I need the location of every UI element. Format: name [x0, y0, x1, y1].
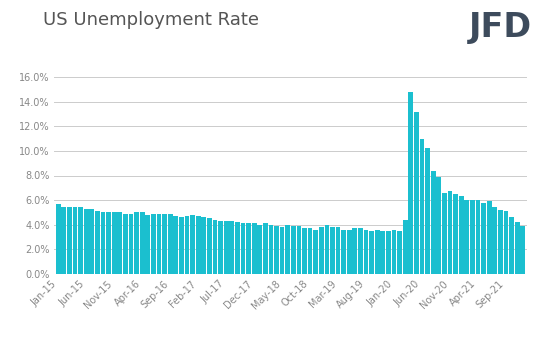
Bar [151, 213, 156, 274]
Bar [257, 225, 262, 274]
Bar [274, 226, 279, 274]
Bar [437, 177, 441, 274]
Bar [342, 230, 346, 274]
Bar [347, 230, 352, 274]
Bar [369, 231, 374, 274]
Bar [459, 197, 464, 274]
Bar [302, 229, 307, 274]
Bar [56, 204, 61, 274]
Bar [106, 212, 111, 274]
Bar [408, 92, 413, 274]
Bar [146, 215, 150, 274]
Bar [117, 212, 122, 274]
Bar [515, 222, 520, 274]
Bar [123, 213, 128, 274]
Bar [73, 207, 78, 274]
Bar [381, 231, 385, 274]
Bar [252, 223, 256, 274]
Bar [442, 193, 447, 274]
Text: US Unemployment Rate: US Unemployment Rate [43, 11, 260, 28]
Bar [313, 230, 318, 274]
Bar [196, 216, 200, 274]
Bar [336, 227, 340, 274]
Bar [364, 230, 369, 274]
Bar [431, 171, 435, 274]
Bar [190, 215, 195, 274]
Bar [241, 223, 245, 274]
Bar [229, 221, 234, 274]
Bar [503, 211, 508, 274]
Bar [179, 217, 184, 274]
Bar [493, 207, 497, 274]
Bar [498, 210, 503, 274]
Bar [325, 225, 329, 274]
Bar [470, 200, 475, 274]
Bar [156, 213, 161, 274]
Bar [134, 212, 139, 274]
Bar [420, 139, 425, 274]
Bar [358, 229, 363, 274]
Bar [291, 226, 296, 274]
Bar [168, 213, 173, 274]
Bar [162, 213, 167, 274]
Bar [235, 222, 239, 274]
Bar [78, 207, 83, 274]
Bar [425, 148, 430, 274]
Bar [185, 216, 190, 274]
Bar [308, 229, 312, 274]
Bar [90, 208, 94, 274]
Bar [173, 216, 178, 274]
Bar [201, 217, 206, 274]
Bar [95, 211, 100, 274]
Bar [403, 220, 408, 274]
Bar [453, 194, 458, 274]
Bar [352, 229, 357, 274]
Bar [296, 226, 301, 274]
Bar [224, 221, 229, 274]
Bar [100, 212, 105, 274]
Bar [140, 212, 144, 274]
Bar [487, 201, 491, 274]
Bar [476, 200, 481, 274]
Bar [392, 230, 396, 274]
Bar [129, 213, 134, 274]
Text: JFD: JFD [469, 11, 532, 44]
Bar [246, 223, 251, 274]
Bar [319, 227, 324, 274]
Bar [386, 231, 391, 274]
Bar [285, 225, 290, 274]
Bar [375, 230, 380, 274]
Bar [269, 225, 273, 274]
Bar [84, 208, 89, 274]
Bar [509, 217, 514, 274]
Bar [520, 226, 525, 274]
Bar [397, 231, 402, 274]
Bar [447, 191, 452, 274]
Bar [67, 207, 72, 274]
Bar [330, 227, 335, 274]
Bar [464, 200, 469, 274]
Bar [212, 220, 217, 274]
Bar [414, 112, 419, 274]
Bar [263, 223, 268, 274]
Bar [481, 203, 486, 274]
Bar [207, 218, 212, 274]
Bar [61, 207, 66, 274]
Bar [112, 212, 117, 274]
Bar [218, 221, 223, 274]
Bar [280, 227, 285, 274]
